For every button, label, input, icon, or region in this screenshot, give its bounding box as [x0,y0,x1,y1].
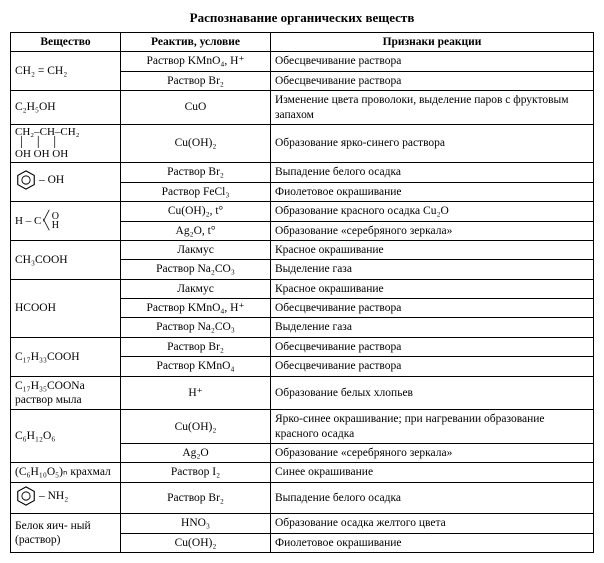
cell-reagent: H⁺ [121,376,271,410]
cell-sign: Синее окрашивание [271,463,594,482]
cell-reagent: Лакмус [121,240,271,259]
cell-substance: – NH₂ [11,482,121,513]
header-reagent: Реактив, условие [121,33,271,52]
cell-reagent: Раствор Na₂CO₃ [121,260,271,279]
cell-substance: Белок яич- ный (раствор) [11,514,121,553]
recognition-table: Вещество Реактив, условие Признаки реакц… [10,32,594,553]
cell-sign: Образование ярко-синего раствора [271,124,594,163]
table-row: H – C╱ O╲ HCu(OH)₂, t°Образование красно… [11,202,594,221]
cell-sign: Ярко-синее окрашивание; при нагревании о… [271,410,594,444]
cell-sign: Выпадение белого осадка [271,482,594,513]
cell-sign: Обесцвечивание раствора [271,337,594,356]
cell-reagent: Раствор FeCl₃ [121,182,271,201]
table-row: HCOOHЛакмусКрасное окрашивание [11,279,594,298]
cell-reagent: Ag₂O [121,444,271,463]
cell-reagent: Раствор Na₂CO₃ [121,318,271,337]
cell-substance: (C₆H₁₀O₅)ₙ крахмал [11,463,121,482]
cell-sign: Выпадение белого осадка [271,163,594,182]
cell-reagent: Ag₂O, t° [121,221,271,240]
cell-substance: C₆H₁₂O₆ [11,410,121,463]
cell-sign: Фиолетовое окрашивание [271,533,594,552]
cell-reagent: Раствор Br₂ [121,71,271,90]
table-row: CH₃COOHЛакмусКрасное окрашивание [11,240,594,259]
benzene-ring-icon [15,169,37,191]
header-sign: Признаки реакции [271,33,594,52]
cell-substance: C₂H₅OH [11,91,121,125]
struct-glycerol: CH₂–CH–CH₂│ │ │OH OH OH [15,127,116,161]
header-row: Вещество Реактив, условие Признаки реакц… [11,33,594,52]
table-row: (C₆H₁₀O₅)ₙ крахмалРаствор I₂Синее окраши… [11,463,594,482]
cell-reagent: Лакмус [121,279,271,298]
table-row: C₆H₁₂O₆Cu(OH)₂Ярко-синее окрашивание; пр… [11,410,594,444]
cell-reagent: Cu(OH)₂ [121,410,271,444]
cell-sign: Обесцвечивание раствора [271,71,594,90]
benzene-ring-icon [15,485,37,507]
table-row: Белок яич- ный (раствор)HNO₃Образование … [11,514,594,533]
cell-reagent: Cu(OH)₂ [121,533,271,552]
cell-sign: Выделение газа [271,318,594,337]
table-row: CH₂–CH–CH₂│ │ │OH OH OHCu(OH)₂Образовани… [11,124,594,163]
table-row: – OHРаствор Br₂Выпадение белого осадка [11,163,594,182]
cell-sign: Обесцвечивание раствора [271,52,594,71]
cell-sign: Образование красного осадка Cu₂O [271,202,594,221]
table-row: – NH₂ Раствор Br₂Выпадение белого осадка [11,482,594,513]
table-row: C₁₇H₃₅COONa раствор мылаH⁺Образование бе… [11,376,594,410]
cell-reagent: Cu(OH)₂ [121,124,271,163]
cell-substance: CH₂ = CH₂ [11,52,121,91]
cell-substance: H – C╱ O╲ H [11,202,121,241]
cell-reagent: Раствор I₂ [121,463,271,482]
cell-sign: Красное окрашивание [271,279,594,298]
cell-reagent: Cu(OH)₂, t° [121,202,271,221]
cell-reagent: Раствор Br₂ [121,337,271,356]
cell-substance: CH₂–CH–CH₂│ │ │OH OH OH [11,124,121,163]
cell-sign: Фиолетовое окрашивание [271,182,594,201]
table-row: CH₂ = CH₂Раствор KMnO₄, H⁺Обесцвечивание… [11,52,594,71]
cell-sign: Образование осадка желтого цвета [271,514,594,533]
struct-phenol: – OH [15,169,64,191]
cell-substance: HCOOH [11,279,121,337]
cell-sign: Образование белых хлопьев [271,376,594,410]
cell-substance: C₁₇H₃₅COONa раствор мыла [11,376,121,410]
cell-sign: Обесцвечивание раствора [271,299,594,318]
cell-sign: Выделение газа [271,260,594,279]
cell-reagent: CuO [121,91,271,125]
cell-reagent: Раствор Br₂ [121,163,271,182]
cell-reagent: HNO₃ [121,514,271,533]
cell-reagent: Раствор Br₂ [121,482,271,513]
cell-sign: Обесцвечивание раствора [271,357,594,376]
cell-sign: Изменение цвета проволоки, выделение пар… [271,91,594,125]
table-row: C₂H₅OHCuOИзменение цвета проволоки, выде… [11,91,594,125]
page-title: Распознавание органических веществ [10,10,594,26]
struct-aniline: – NH₂ [15,485,68,507]
header-substance: Вещество [11,33,121,52]
cell-sign: Красное окрашивание [271,240,594,259]
table-row: C₁₇H₃₃COOHРаствор Br₂Обесцвечивание раст… [11,337,594,356]
cell-reagent: Раствор KMnO₄ [121,357,271,376]
cell-sign: Образование «серебряного зеркала» [271,444,594,463]
struct-formaldehyde: H – C╱ O╲ H [15,212,59,230]
cell-substance: CH₃COOH [11,240,121,279]
cell-reagent: Раствор KMnO₄, H⁺ [121,52,271,71]
cell-substance: C₁₇H₃₃COOH [11,337,121,376]
cell-substance: – OH [11,163,121,202]
cell-reagent: Раствор KMnO₄, H⁺ [121,299,271,318]
cell-sign: Образование «серебряного зеркала» [271,221,594,240]
